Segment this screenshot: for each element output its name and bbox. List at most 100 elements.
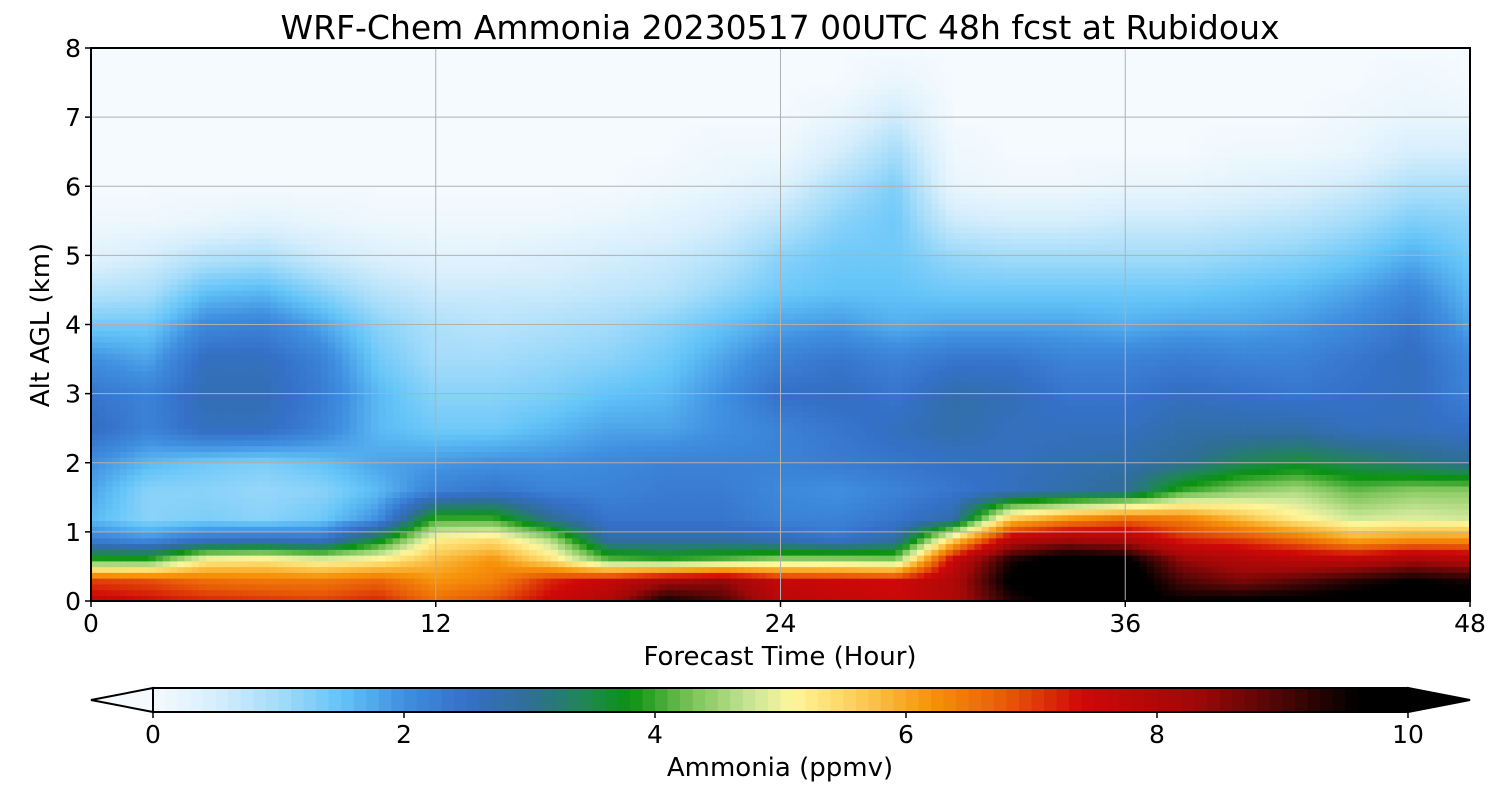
heatmap-cell xyxy=(1441,503,1450,510)
heatmap-cell xyxy=(1412,462,1421,470)
heatmap-cell xyxy=(924,554,933,562)
heatmap-cell xyxy=(909,480,918,487)
heatmap-cell xyxy=(1153,526,1162,533)
heatmap-cell xyxy=(845,480,854,487)
heatmap-cell xyxy=(112,554,121,562)
heatmap-cell xyxy=(356,554,365,562)
heatmap-cell xyxy=(155,503,164,510)
heatmap-cell xyxy=(773,462,782,470)
heatmap-cell xyxy=(701,554,710,562)
heatmap-cell xyxy=(428,560,437,568)
heatmap-cell xyxy=(112,560,121,568)
heatmap-cell xyxy=(881,480,889,487)
heatmap-cell xyxy=(1261,456,1270,464)
heatmap-cell xyxy=(378,549,387,556)
heatmap-cell xyxy=(500,526,509,533)
heatmap-cell xyxy=(600,566,609,573)
heatmap-cell xyxy=(1383,480,1392,487)
heatmap-cell xyxy=(802,456,810,464)
heatmap-cell xyxy=(514,566,523,573)
heatmap-cell xyxy=(852,589,861,596)
heatmap-cell xyxy=(794,468,803,475)
heatmap-cell xyxy=(435,554,444,562)
heatmap-cell xyxy=(536,451,545,458)
heatmap-cell xyxy=(1283,549,1292,556)
heatmap-cell xyxy=(687,526,696,533)
heatmap-cell xyxy=(105,485,114,493)
heatmap-cell xyxy=(572,508,581,516)
heatmap-cell xyxy=(924,589,933,596)
heatmap-cell xyxy=(744,491,753,499)
heatmap-cell xyxy=(629,491,638,499)
heatmap-cell xyxy=(902,520,911,527)
heatmap-cell xyxy=(701,543,710,550)
heatmap-cell xyxy=(1240,560,1249,568)
heatmap-cell xyxy=(773,589,782,596)
heatmap-cell xyxy=(895,456,904,464)
heatmap-cell xyxy=(313,474,322,481)
heatmap-cell xyxy=(888,468,897,475)
heatmap-cell xyxy=(1118,485,1126,493)
heatmap-cell xyxy=(1053,497,1062,504)
heatmap-cell xyxy=(435,566,444,573)
heatmap-cell xyxy=(873,508,882,516)
heatmap-cell xyxy=(1333,508,1342,516)
heatmap-cell xyxy=(1010,531,1019,539)
heatmap-cell xyxy=(794,497,803,504)
heatmap-cell xyxy=(672,480,681,487)
heatmap-cell xyxy=(837,589,846,596)
heatmap-cell xyxy=(974,456,983,464)
heatmap-cell xyxy=(730,537,739,545)
heatmap-cell xyxy=(651,543,660,550)
heatmap-cell xyxy=(981,491,990,499)
heatmap-cell xyxy=(615,503,624,510)
heatmap-cell xyxy=(112,491,121,499)
heatmap-cell xyxy=(1441,543,1450,550)
heatmap-cell xyxy=(148,560,157,568)
heatmap-cell xyxy=(1204,456,1213,464)
heatmap-cell xyxy=(342,589,351,596)
heatmap-cell xyxy=(1434,543,1442,550)
heatmap-cell xyxy=(586,485,595,493)
heatmap-cell xyxy=(1197,508,1205,516)
heatmap-cell xyxy=(1225,485,1234,493)
heatmap-cell xyxy=(751,456,760,464)
heatmap-cell xyxy=(1347,514,1356,522)
heatmap-cell xyxy=(134,526,142,533)
heatmap-cell xyxy=(751,520,760,527)
heatmap-cell xyxy=(1240,577,1249,585)
heatmap-cell xyxy=(1362,572,1371,579)
heatmap-cell xyxy=(1347,543,1356,550)
heatmap-cell xyxy=(112,520,121,527)
heatmap-cell xyxy=(284,491,293,499)
heatmap-cell xyxy=(493,503,502,510)
heatmap-cell xyxy=(1103,503,1112,510)
heatmap-cell xyxy=(464,456,473,464)
heatmap-cell xyxy=(1326,491,1335,499)
heatmap-cell xyxy=(507,508,516,516)
heatmap-cell xyxy=(1405,514,1414,522)
heatmap-cell xyxy=(543,468,552,475)
heatmap-cell xyxy=(600,543,609,550)
heatmap-cell xyxy=(1311,554,1320,562)
heatmap-cell xyxy=(952,474,961,481)
heatmap-cell xyxy=(715,456,724,464)
heatmap-cell xyxy=(809,537,818,545)
heatmap-cell xyxy=(263,583,272,591)
heatmap-cell xyxy=(1211,537,1220,545)
heatmap-cell xyxy=(1340,497,1349,504)
heatmap-cell xyxy=(902,595,911,601)
heatmap-cell xyxy=(428,508,437,516)
heatmap-cell xyxy=(665,491,674,499)
heatmap-cell xyxy=(1125,474,1134,481)
heatmap-cell xyxy=(1297,589,1306,596)
heatmap-cell xyxy=(1211,543,1220,550)
heatmap-cell xyxy=(737,485,746,493)
heatmap-cell xyxy=(895,549,904,556)
heatmap-cell xyxy=(1039,589,1047,596)
heatmap-cell xyxy=(1247,549,1256,556)
heatmap-cell xyxy=(988,595,997,601)
heatmap-cell xyxy=(1232,480,1241,487)
heatmap-cell xyxy=(363,451,372,458)
heatmap-cell xyxy=(773,577,782,585)
